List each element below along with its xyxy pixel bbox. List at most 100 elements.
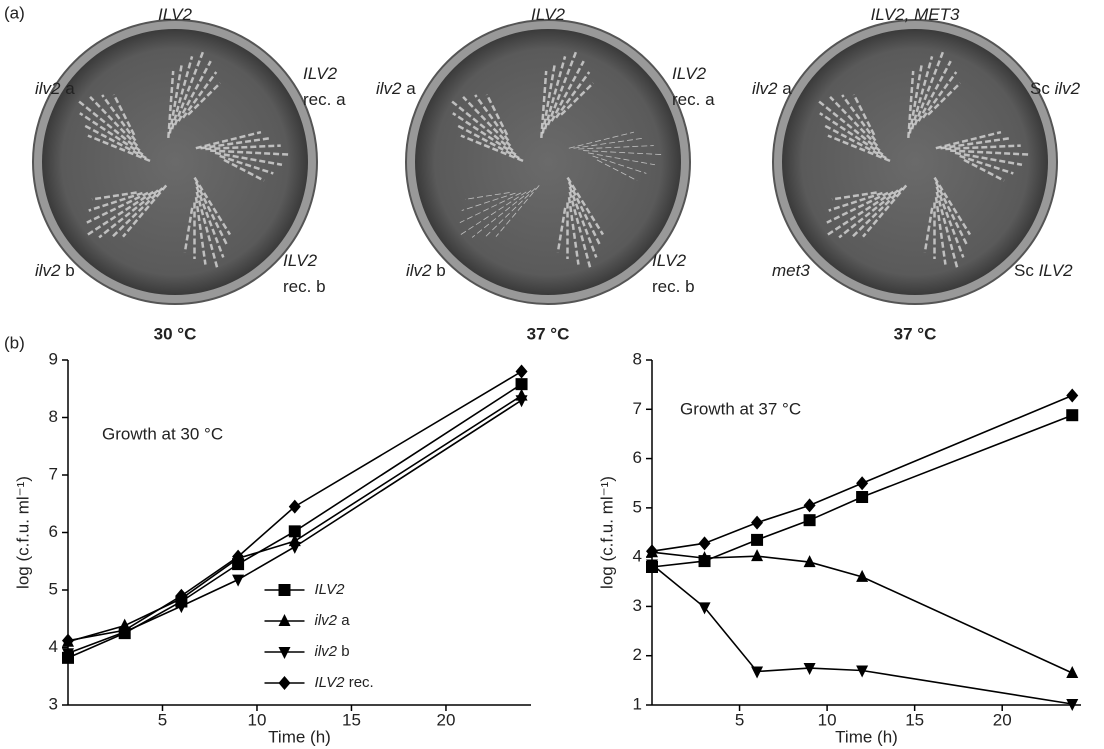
series-line	[67, 370, 522, 642]
marker	[288, 499, 301, 514]
streak	[850, 187, 904, 239]
streak	[195, 186, 225, 258]
streak	[568, 186, 598, 258]
marker	[175, 588, 188, 603]
streak	[827, 134, 891, 163]
streak	[819, 112, 884, 156]
marker	[515, 395, 528, 408]
streak	[450, 99, 514, 152]
streak	[214, 151, 283, 166]
plate-label: ilv2 a	[376, 79, 416, 98]
marker	[646, 544, 658, 559]
marker	[698, 602, 711, 615]
marker	[803, 498, 816, 513]
panel-label: (a)	[4, 3, 25, 22]
legend-label: ILV2 rec.	[315, 674, 374, 691]
streak	[838, 189, 899, 239]
streak	[173, 50, 205, 126]
x-tick-label: 5	[735, 710, 744, 729]
streak	[831, 191, 877, 201]
streak	[560, 82, 595, 116]
streak	[826, 191, 889, 224]
panel-label: (b)	[4, 333, 25, 352]
streak	[194, 197, 207, 265]
legend-marker	[278, 676, 291, 690]
streak	[110, 187, 164, 239]
y-tick-label: 9	[49, 349, 58, 368]
streak	[592, 155, 647, 174]
streak	[817, 99, 881, 152]
streak	[546, 50, 578, 126]
streak	[934, 197, 947, 265]
plate-label: Sc ilv2	[1030, 79, 1081, 98]
streak	[596, 159, 638, 181]
streak	[550, 60, 585, 122]
streak	[959, 154, 1014, 175]
y-tick-label: 4	[49, 637, 58, 656]
streak	[587, 152, 656, 166]
streak	[907, 70, 915, 138]
marker	[1066, 388, 1079, 403]
marker	[1066, 409, 1079, 422]
streak	[88, 191, 143, 212]
streak	[556, 207, 567, 253]
series-line	[651, 563, 1073, 705]
plate-agar	[415, 29, 681, 295]
marker	[232, 549, 245, 564]
plate-label: ILV2	[531, 5, 566, 24]
streak	[913, 50, 945, 126]
x-tick-label: 20	[436, 710, 455, 729]
y-axis-label: log (c.f.u. ml⁻¹)	[597, 476, 616, 589]
plate-label: rec. b	[652, 277, 695, 296]
streak	[568, 191, 592, 270]
marker	[856, 491, 869, 504]
y-tick-label: 6	[49, 522, 58, 541]
legend-label: ILV2	[315, 581, 346, 598]
series-line	[651, 394, 1073, 553]
streak	[573, 137, 645, 149]
marker	[751, 515, 764, 530]
annotation: Growth at 30 °C	[102, 424, 223, 443]
streak	[474, 94, 510, 142]
streak	[940, 136, 1012, 150]
plate-label: ILV2	[652, 251, 687, 270]
streak	[841, 94, 877, 142]
streak	[908, 63, 924, 134]
streak	[922, 71, 958, 119]
streak	[98, 189, 159, 239]
streak	[540, 70, 548, 138]
temperature-label: 37 °C	[527, 324, 570, 343]
streak	[935, 186, 965, 258]
plate-label: ilv2 a	[752, 79, 792, 98]
streak	[541, 63, 557, 134]
y-tick-label: 5	[49, 579, 58, 598]
y-tick-label: 7	[633, 399, 642, 418]
y-axis-label: log (c.f.u. ml⁻¹)	[13, 476, 32, 589]
marker	[856, 665, 869, 678]
streak	[822, 123, 887, 160]
streak	[193, 176, 232, 236]
marker	[698, 551, 711, 564]
streak	[459, 191, 527, 236]
streak	[462, 96, 512, 147]
streak	[933, 176, 972, 236]
streak	[187, 82, 222, 116]
x-tick-label: 20	[993, 710, 1012, 729]
streak	[87, 134, 151, 163]
x-tick-label: 10	[248, 710, 267, 729]
streak	[455, 123, 520, 160]
streak	[583, 150, 663, 156]
streak	[205, 144, 281, 151]
streak	[567, 181, 602, 247]
streak	[829, 96, 879, 147]
marker	[646, 559, 658, 572]
streak	[101, 94, 137, 142]
marker	[856, 569, 869, 582]
y-tick-label: 1	[633, 694, 642, 713]
y-tick-label: 8	[633, 349, 642, 368]
streak	[461, 192, 516, 211]
x-tick-label: 15	[905, 710, 924, 729]
streak	[85, 190, 154, 237]
streak	[210, 149, 290, 156]
